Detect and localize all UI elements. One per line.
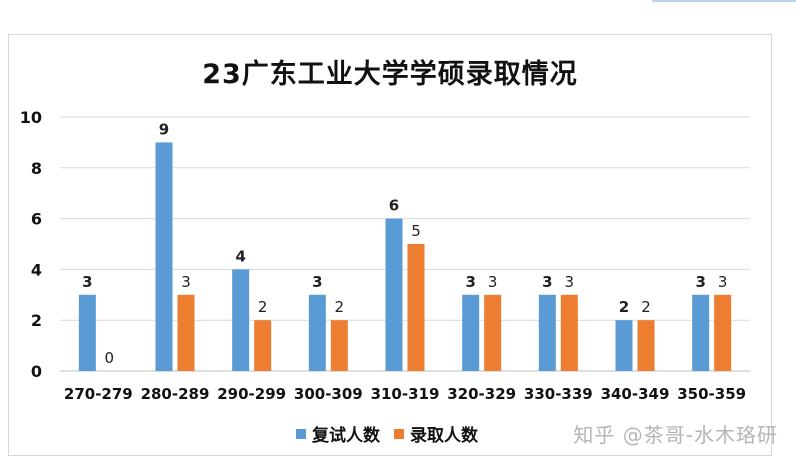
bar-s1-350-359 (692, 294, 710, 371)
bar-s1-330-339 (538, 294, 556, 371)
x-tick-label-8: 350-359 (677, 385, 746, 403)
x-tick-label-0: 270-279 (64, 385, 133, 403)
watermark: 知乎 @茶哥-水木珞研 (573, 423, 778, 447)
bar-s2-280-289 (177, 294, 195, 371)
x-tick-label-7: 340-349 (601, 385, 670, 403)
data-label-s2-300-309: 2 (335, 298, 345, 316)
data-label-s1-290-299: 4 (235, 247, 245, 265)
data-label-s1-310-319: 6 (389, 197, 399, 215)
legend-label-series-1: 复试人数 (312, 426, 380, 446)
data-label-s2-340-349: 2 (641, 298, 651, 316)
y-tick-label-4: 8 (31, 159, 42, 178)
bar-s1-300-309 (308, 294, 326, 371)
chart-title: 23广东工业大学学硕录取情况 (202, 59, 578, 90)
x-tick-label-4: 310-319 (371, 385, 440, 403)
y-tick-label-3: 6 (31, 210, 42, 229)
bar-s2-290-299 (254, 320, 272, 371)
x-tick-label-3: 300-309 (294, 385, 363, 403)
data-label-s1-300-309: 3 (312, 273, 322, 291)
data-label-s2-270-279: 0 (105, 349, 115, 367)
bar-s1-310-319 (385, 218, 403, 371)
y-tick-label-0: 0 (31, 362, 42, 381)
bar-s1-290-299 (232, 269, 250, 371)
data-label-s1-340-349: 2 (619, 298, 629, 316)
y-tick-label-5: 10 (20, 108, 42, 127)
bar-s2-340-349 (637, 320, 655, 371)
bar-s1-340-349 (615, 320, 633, 371)
data-label-s1-320-329: 3 (465, 273, 475, 291)
top-accent-line (652, 0, 796, 2)
legend: 复试人数 录取人数 (296, 421, 492, 446)
bar-s2-330-339 (560, 294, 578, 371)
data-label-s2-320-329: 3 (488, 273, 498, 291)
x-tick-label-6: 330-339 (524, 385, 593, 403)
data-label-s1-270-279: 3 (82, 273, 92, 291)
legend-swatch-series-1 (296, 428, 306, 439)
x-tick-label-2: 290-299 (217, 385, 286, 403)
data-label-s1-280-289: 9 (159, 120, 169, 138)
bar-s1-280-289 (155, 142, 173, 371)
y-tick-label-2: 4 (31, 260, 42, 279)
bar-s1-320-329 (462, 294, 480, 371)
x-tick-label-5: 320-329 (447, 385, 516, 403)
data-label-s2-280-289: 3 (181, 273, 191, 291)
data-label-s2-350-359: 3 (718, 273, 728, 291)
legend-swatch-series-2 (394, 428, 404, 439)
bar-s1-270-279 (78, 294, 96, 371)
bar-s2-350-359 (714, 294, 732, 371)
bar-s2-300-309 (330, 320, 348, 371)
data-label-s2-310-319: 5 (411, 222, 421, 240)
legend-label-series-2: 录取人数 (410, 426, 478, 446)
bar-s2-320-329 (484, 294, 502, 371)
x-tick-label-1: 280-289 (141, 385, 210, 403)
data-label-s1-330-339: 3 (542, 273, 552, 291)
bar-s2-310-319 (407, 244, 425, 371)
legend-item-series-1: 复试人数 (296, 421, 380, 446)
data-label-s2-330-339: 3 (565, 273, 575, 291)
data-label-s2-290-299: 2 (258, 298, 268, 316)
data-label-s1-350-359: 3 (695, 273, 705, 291)
legend-item-series-2: 录取人数 (394, 421, 478, 446)
y-tick-label-1: 2 (31, 311, 42, 330)
